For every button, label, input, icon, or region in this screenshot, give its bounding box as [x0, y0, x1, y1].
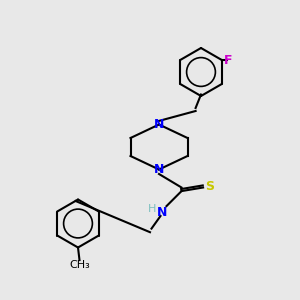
Text: H: H: [148, 204, 156, 214]
Text: N: N: [154, 118, 164, 131]
Text: F: F: [224, 53, 232, 67]
Text: N: N: [154, 163, 164, 176]
Text: S: S: [205, 179, 214, 193]
Text: CH₃: CH₃: [69, 260, 90, 271]
Text: N: N: [157, 206, 167, 219]
